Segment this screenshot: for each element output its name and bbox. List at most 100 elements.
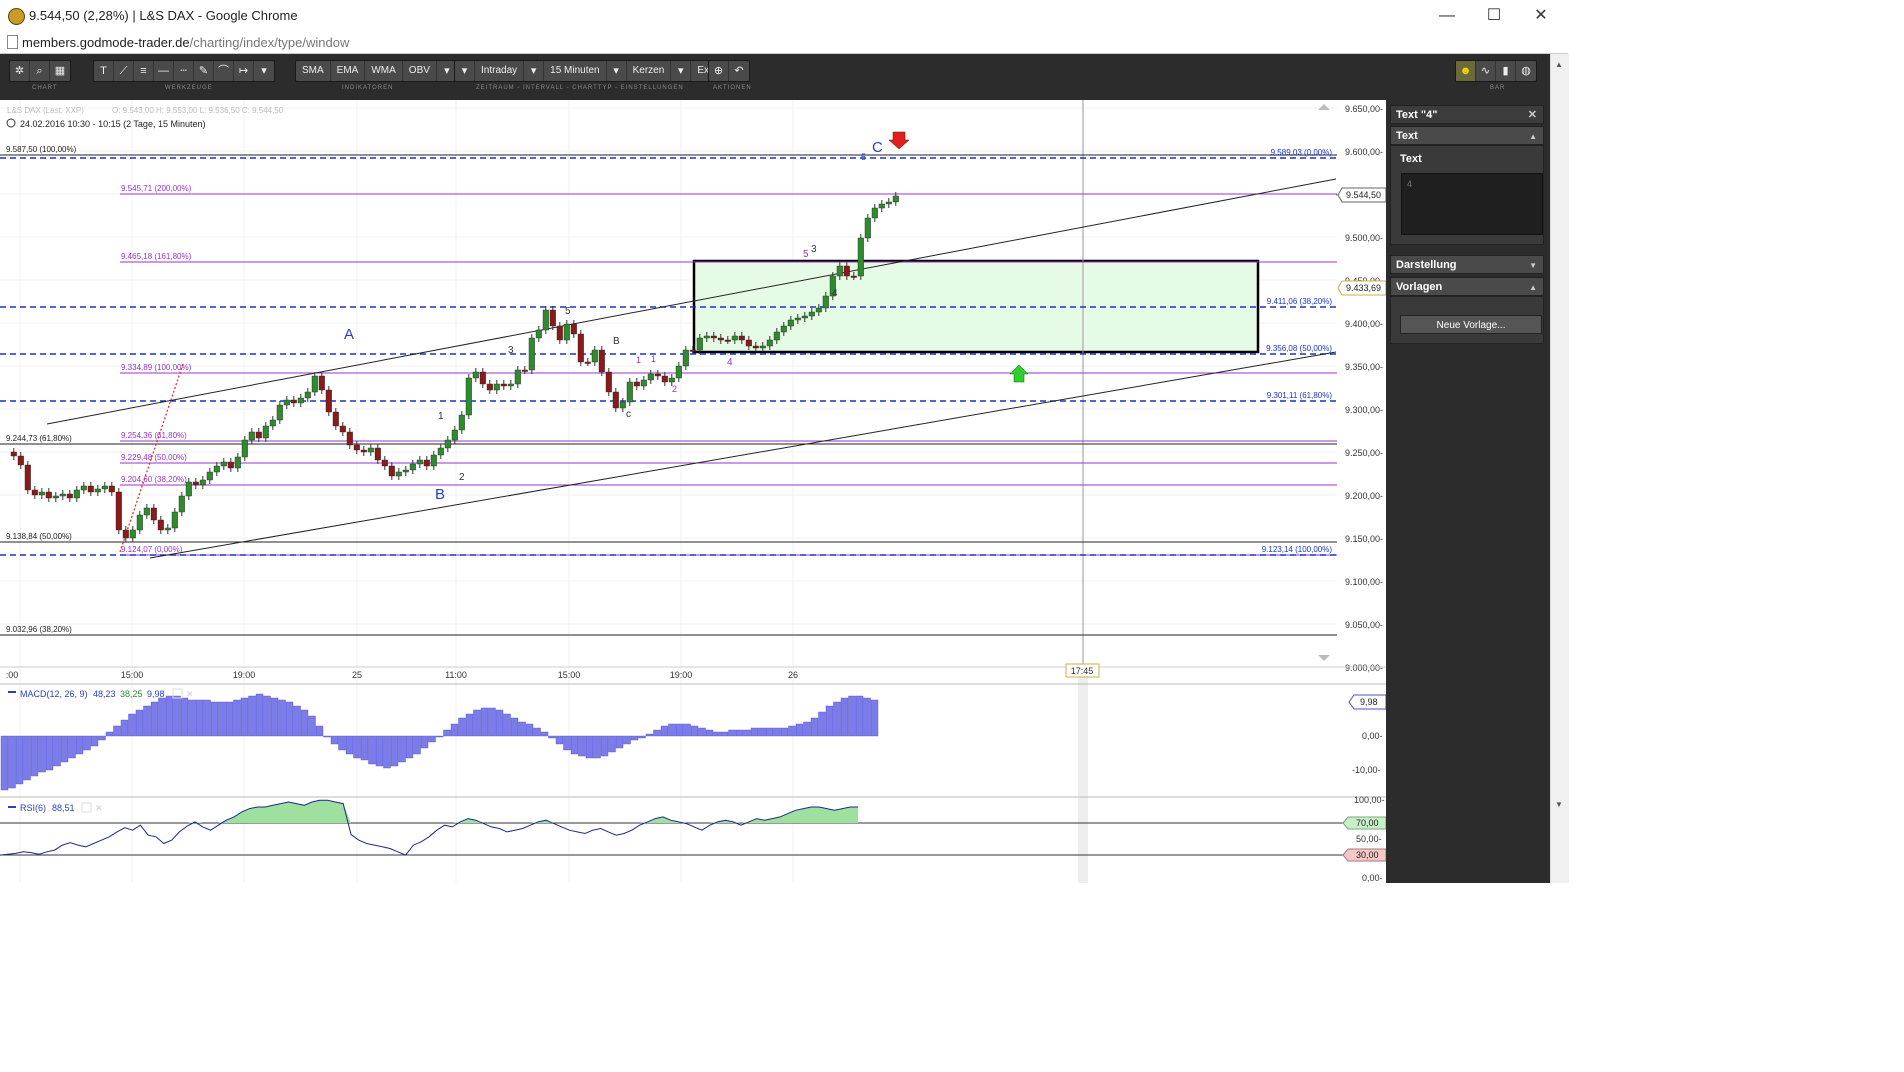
lower-channel-line[interactable] (149, 351, 1337, 559)
candle[interactable] (626, 381, 633, 403)
wave-count-label[interactable]: A (344, 326, 354, 343)
chart-area[interactable]: 9.650,00-9.600,00-9.550,00-9.500,00-9.45… (0, 100, 1387, 883)
candle[interactable] (122, 529, 129, 539)
candle[interactable] (80, 485, 87, 491)
candle[interactable] (486, 383, 493, 391)
line-tool-icon[interactable]: ⟋ (114, 61, 134, 81)
candle[interactable] (836, 265, 843, 277)
candle[interactable] (801, 315, 808, 319)
candle[interactable] (157, 519, 164, 531)
candle[interactable] (283, 399, 290, 406)
scroll-up-icon[interactable]: ▲ (1555, 60, 1563, 69)
candle[interactable] (381, 459, 388, 467)
rsi-title[interactable]: RSI(6) (20, 803, 46, 813)
candle[interactable] (752, 345, 759, 349)
charttyp-chevron-icon[interactable]: ▾ (607, 61, 627, 81)
candle[interactable] (773, 331, 780, 341)
wave-count-label[interactable]: 5 (565, 306, 571, 317)
candle[interactable] (115, 491, 122, 531)
maximize-button[interactable]: ☐ (1486, 7, 1502, 24)
candle[interactable] (311, 375, 318, 393)
candle[interactable] (654, 373, 661, 377)
candle[interactable] (500, 383, 507, 387)
globe-icon[interactable]: ◍ (1521, 65, 1531, 77)
candle[interactable] (150, 507, 157, 521)
url-text[interactable]: members.godmode-trader.de/charting/index… (22, 35, 349, 50)
wave-count-label[interactable]: 1 (651, 354, 656, 364)
chart-scroll-down-icon[interactable] (1318, 655, 1330, 661)
candle[interactable] (577, 333, 584, 363)
wma-button[interactable]: WMA (365, 61, 403, 81)
sma-button[interactable]: SMA (296, 61, 331, 81)
red-dotted-trend-line[interactable] (119, 363, 184, 553)
extras-chevron-icon[interactable]: ▾ (671, 61, 692, 81)
pencil-tool-icon[interactable]: ✎ (194, 61, 214, 81)
candle[interactable] (192, 481, 199, 486)
candle[interactable] (241, 439, 248, 458)
candle[interactable] (73, 489, 80, 499)
candle[interactable] (745, 339, 752, 347)
address-bar[interactable]: members.godmode-trader.de/charting/index… (0, 31, 1568, 54)
candle[interactable] (647, 373, 654, 381)
candle[interactable] (94, 488, 101, 493)
candle[interactable] (829, 275, 836, 297)
candle[interactable] (514, 369, 521, 385)
wave-icon[interactable]: ∿ (1476, 61, 1496, 81)
wave-count-label[interactable]: B (435, 486, 445, 503)
candle[interactable] (633, 381, 640, 387)
candle[interactable] (570, 323, 577, 335)
candle[interactable] (703, 335, 710, 339)
candle[interactable] (458, 414, 465, 431)
candle[interactable] (143, 507, 150, 516)
candle[interactable] (325, 389, 332, 413)
wave-count-label[interactable]: 4 (832, 288, 838, 299)
collapse-chevron-icon[interactable]: ▲ (1529, 283, 1537, 292)
candle[interactable] (108, 485, 115, 493)
more-tools-chevron-icon[interactable]: ▾ (261, 65, 267, 77)
candle[interactable] (682, 349, 689, 367)
scroll-down-icon[interactable]: ▼ (1555, 800, 1563, 809)
candle[interactable] (871, 207, 878, 219)
wave-count-label[interactable]: 3 (811, 244, 817, 255)
candle[interactable] (395, 471, 402, 477)
candle[interactable] (10, 451, 17, 457)
candle[interactable] (297, 397, 304, 404)
indicators-chevron-icon[interactable]: ▾ (444, 65, 450, 77)
candle[interactable] (563, 323, 570, 341)
search-icon[interactable]: ⌕ (30, 61, 50, 81)
text-input[interactable]: 4 (1401, 173, 1543, 235)
candle[interactable] (31, 489, 38, 496)
arc-tool-icon[interactable]: ⌒ (214, 61, 234, 81)
candle[interactable] (199, 479, 206, 486)
candle[interactable] (304, 391, 311, 399)
rsi-close-icon[interactable]: ✕ (95, 803, 103, 813)
page-scrollbar[interactable]: ▲ ▼ (1550, 54, 1569, 883)
candle[interactable] (731, 335, 738, 341)
new-template-button[interactable]: Neue Vorlage... (1400, 315, 1542, 334)
candle[interactable] (255, 431, 262, 439)
candle[interactable] (234, 456, 241, 469)
expand-chevron-icon[interactable]: ▼ (1529, 261, 1537, 270)
candle[interactable] (689, 349, 696, 352)
dashed-line-tool-icon[interactable]: ┄ (174, 61, 194, 81)
candle[interactable] (843, 265, 850, 277)
candle[interactable] (857, 237, 864, 277)
zeitraum-chevron-icon[interactable]: ▾ (455, 61, 475, 81)
candle[interactable] (619, 401, 626, 409)
wave-count-label[interactable]: C (872, 139, 883, 156)
candle[interactable] (822, 295, 829, 309)
candle[interactable] (738, 335, 745, 341)
bookmark-icon[interactable]: ▮ (1496, 61, 1516, 81)
collapse-chevron-icon[interactable]: ▲ (1529, 132, 1537, 141)
candle[interactable] (136, 514, 143, 531)
candle[interactable] (584, 361, 591, 364)
macd-title[interactable]: MACD(12, 26, 9) (20, 689, 88, 699)
candle[interactable] (409, 463, 416, 471)
candle[interactable] (248, 431, 255, 441)
candle[interactable] (717, 337, 724, 341)
interval-select[interactable]: 15 Minuten (544, 61, 607, 81)
macd-settings-icon[interactable] (172, 688, 183, 699)
wave-count-label[interactable]: B (613, 336, 620, 347)
candle[interactable] (696, 337, 703, 351)
candle[interactable] (850, 275, 857, 278)
